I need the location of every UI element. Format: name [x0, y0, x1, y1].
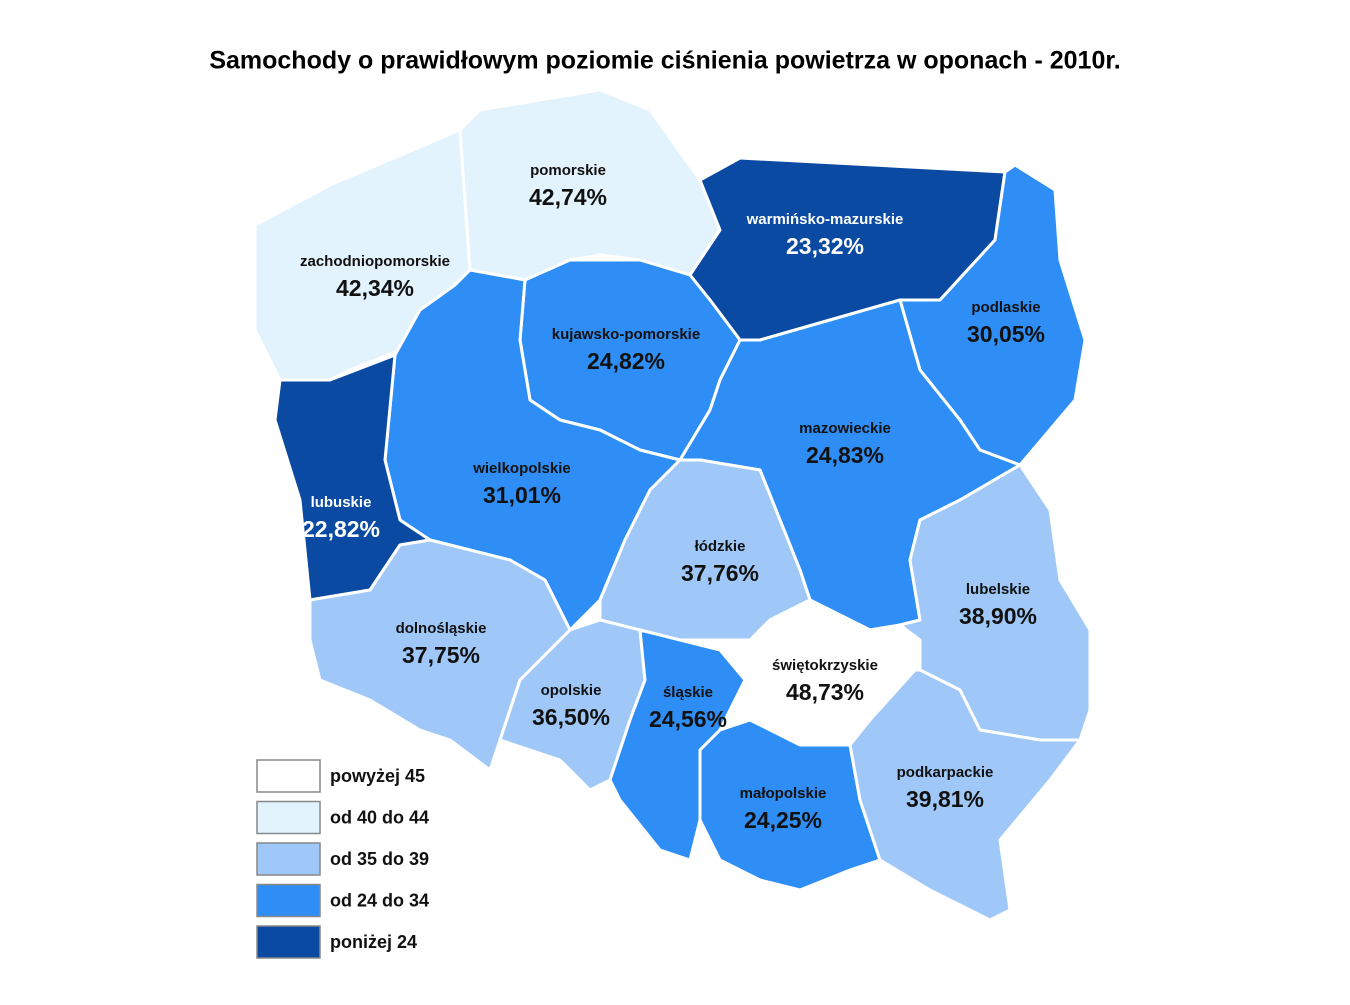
- region-value: 37,75%: [402, 642, 480, 668]
- region: [698, 718, 882, 892]
- region-value: 24,56%: [649, 706, 727, 732]
- legend-label: poniżej 24: [330, 932, 417, 952]
- legend-label: od 40 do 44: [330, 807, 429, 827]
- region-value: 42,74%: [529, 184, 607, 210]
- region-value: 30,05%: [967, 321, 1045, 347]
- region: [608, 628, 747, 862]
- region: [598, 458, 812, 642]
- region-value: 24,25%: [744, 807, 822, 833]
- region-name: łódzkie: [695, 538, 746, 555]
- region-name: opolskie: [541, 682, 602, 699]
- region-value: 37,76%: [681, 560, 759, 586]
- region-value: 38,90%: [959, 603, 1037, 629]
- legend-swatch: [256, 800, 321, 835]
- region-value: 31,01%: [483, 482, 561, 508]
- legend-swatch: [256, 883, 321, 918]
- region-name: kujawsko-pomorskie: [552, 326, 700, 343]
- region-name: dolnośląskie: [396, 620, 487, 637]
- region-name: podlaskie: [971, 299, 1040, 316]
- legend-label: od 24 do 34: [330, 890, 429, 910]
- legend-swatch: [256, 925, 321, 959]
- region-name: lubuskie: [311, 494, 372, 511]
- region-value: 24,83%: [806, 442, 884, 468]
- region: [848, 668, 1082, 922]
- legend-swatch: [256, 842, 321, 876]
- region-name: warmińsko-mazurskie: [746, 211, 904, 228]
- region-name: małopolskie: [740, 785, 827, 802]
- legend-label: powyżej 45: [330, 766, 425, 786]
- region-name: śląskie: [663, 684, 713, 701]
- region-name: wielkopolskie: [472, 460, 571, 477]
- region-name: podkarpackie: [897, 764, 994, 781]
- region-name: świętokrzyskie: [772, 657, 878, 674]
- region-value: 24,82%: [587, 348, 665, 374]
- region-value: 36,50%: [532, 704, 610, 730]
- region-value: 42,34%: [336, 275, 414, 301]
- region-value: 48,73%: [786, 679, 864, 705]
- region-value: 39,81%: [906, 786, 984, 812]
- region-value: 22,82%: [302, 516, 380, 542]
- legend-label: od 35 do 39: [330, 849, 429, 869]
- region-value: 23,32%: [786, 233, 864, 259]
- region-name: pomorskie: [530, 162, 606, 179]
- region-name: mazowieckie: [799, 420, 891, 437]
- map-title: Samochody o prawidłowym poziomie ciśnien…: [209, 47, 1120, 75]
- region-name: lubelskie: [966, 581, 1030, 598]
- region: [273, 353, 432, 602]
- region-name: zachodniopomorskie: [300, 253, 450, 270]
- legend-swatch: [256, 759, 321, 793]
